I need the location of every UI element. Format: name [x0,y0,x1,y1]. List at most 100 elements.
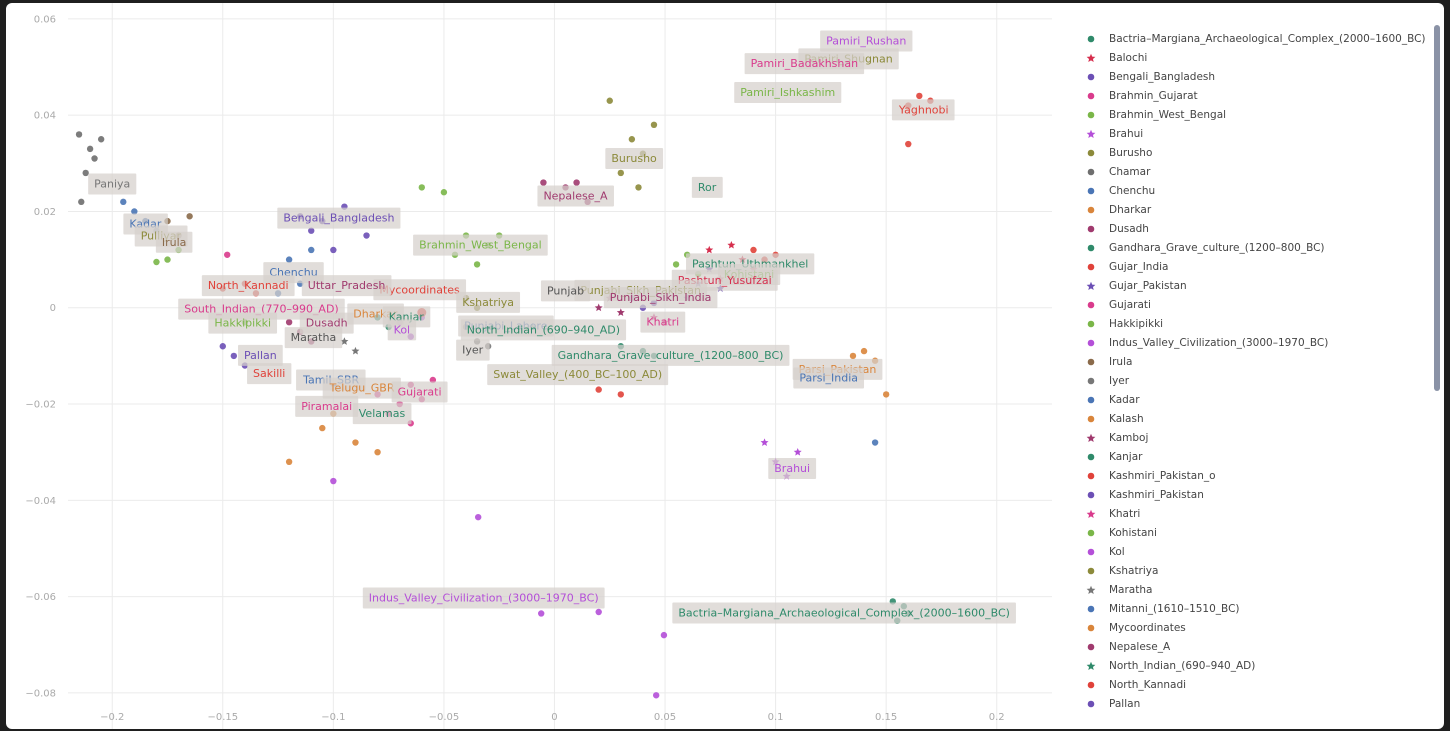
legend-item[interactable]: Brahui [1082,124,1432,143]
data-point[interactable] [224,251,231,258]
legend-item[interactable]: Mycoordinates [1082,618,1432,637]
data-point[interactable] [418,184,425,191]
legend-item[interactable]: North_Indian_(690–940_AD) [1082,656,1432,675]
data-point[interactable] [849,352,857,360]
data-point[interactable] [153,258,160,266]
legend-item[interactable]: Bactria–Margiana_Archaeological_Complex_… [1082,29,1432,48]
data-point[interactable] [319,424,326,432]
data-point[interactable] [473,261,481,268]
data-point[interactable] [905,140,912,148]
data-point[interactable] [82,169,89,177]
legend-item[interactable]: Indus_Valley_Civilization_(3000–1970_BC) [1082,333,1432,352]
legend-item[interactable]: Bengali_Bangladesh [1082,67,1432,86]
data-point[interactable] [86,145,94,153]
data-point[interactable] [635,184,642,191]
data-point[interactable] [871,439,879,446]
legend-item[interactable]: Mitanni_(1610–1510_BC) [1082,599,1432,618]
data-point[interactable] [120,198,127,206]
data-point[interactable] [538,610,545,617]
legend-item[interactable]: Pallan [1082,694,1432,713]
data-point[interactable] [617,169,625,177]
legend-item[interactable]: Nepalese_A [1082,637,1432,656]
data-point[interactable] [285,256,293,263]
data-point[interactable] [285,458,293,466]
data-point[interactable] [650,121,658,129]
data-point[interactable] [595,386,602,393]
legend-item[interactable]: Kadar [1082,390,1432,409]
legend-item[interactable]: Brahmin_Gujarat [1082,86,1432,105]
scatter-plot[interactable]: Pamiri_RushanPamiri_ShugnanPamiri_Badakh… [6,3,1444,729]
data-point[interactable] [308,227,315,234]
data-point[interactable] [594,303,603,312]
legend-item[interactable]: Kol [1082,542,1432,561]
legend-item[interactable]: Kamboj [1082,428,1432,447]
annotation-box [413,234,548,256]
data-point[interactable] [474,513,482,521]
legend-item[interactable]: Chenchu [1082,181,1432,200]
legend-item[interactable]: Gujarati [1082,295,1432,314]
legend-item[interactable]: Kashmiri_Pakistan [1082,485,1432,504]
data-point[interactable] [750,246,757,254]
legend-item[interactable]: Kshatriya [1082,561,1432,580]
legend-item[interactable]: Balochi [1082,48,1432,67]
data-point[interactable] [363,232,370,239]
data-point[interactable] [882,391,890,398]
data-point[interactable] [91,155,98,162]
data-point[interactable] [219,343,226,350]
legend-item[interactable]: North_Kannadi [1082,675,1432,694]
legend-scrollbar[interactable] [1434,25,1440,391]
legend-item[interactable]: Gandhara_Grave_culture_(1200–800_BC) [1082,238,1432,257]
data-point[interactable] [374,448,381,456]
data-point[interactable] [916,92,923,100]
legend[interactable]: Bactria–Margiana_Archaeological_Complex_… [1082,29,1432,719]
legend-item[interactable]: Kalash [1082,409,1432,428]
legend-item[interactable]: Irula [1082,352,1432,371]
data-point[interactable] [330,246,337,254]
legend-item[interactable]: Gujar_Pakistan [1082,276,1432,295]
data-point[interactable] [75,131,83,138]
data-point[interactable] [78,198,85,206]
legend-item[interactable]: Khatri [1082,504,1432,523]
data-point[interactable] [793,447,802,456]
data-point[interactable] [660,631,668,639]
data-point[interactable] [595,608,602,616]
data-point[interactable] [652,692,660,699]
data-point[interactable] [617,391,625,398]
legend-item[interactable]: Maratha [1082,580,1432,599]
data-point[interactable] [705,245,714,254]
data-point[interactable] [308,246,315,254]
legend-item[interactable]: Kanjar [1082,447,1432,466]
legend-item[interactable]: Chamar [1082,162,1432,181]
legend-item[interactable]: Kohistani [1082,523,1432,542]
data-point[interactable] [440,189,448,196]
data-point[interactable] [606,97,613,104]
data-point[interactable] [330,477,337,485]
data-point[interactable] [727,240,736,249]
legend-item[interactable]: Dharkar [1082,200,1432,219]
data-point[interactable] [164,256,171,263]
legend-item[interactable]: Hakkipikki [1082,314,1432,333]
data-point[interactable] [352,439,359,446]
legend-label: Gujar_India [1109,260,1169,273]
data-point[interactable] [573,179,580,186]
data-point[interactable] [340,337,349,345]
data-point[interactable] [760,438,769,446]
legend-item[interactable]: Burusho [1082,143,1432,162]
data-point[interactable] [131,208,138,215]
data-point[interactable] [230,352,238,360]
data-point[interactable] [186,213,193,220]
legend-item[interactable]: Kashmiri_Pakistan_o [1082,466,1432,485]
legend-item[interactable]: Gujar_India [1082,257,1432,276]
data-point[interactable] [285,318,293,326]
legend-item[interactable]: Iyer [1082,371,1432,390]
data-point[interactable] [616,308,625,316]
legend-item[interactable]: Brahmin_West_Bengal [1082,105,1432,124]
data-point[interactable] [672,261,680,268]
data-point[interactable] [628,136,636,143]
data-point[interactable] [351,346,360,355]
data-point[interactable] [540,179,547,186]
legend-item[interactable]: Dusadh [1082,219,1432,238]
data-point[interactable] [97,136,105,143]
data-point[interactable] [860,347,868,355]
circle-marker-icon [1087,263,1095,270]
